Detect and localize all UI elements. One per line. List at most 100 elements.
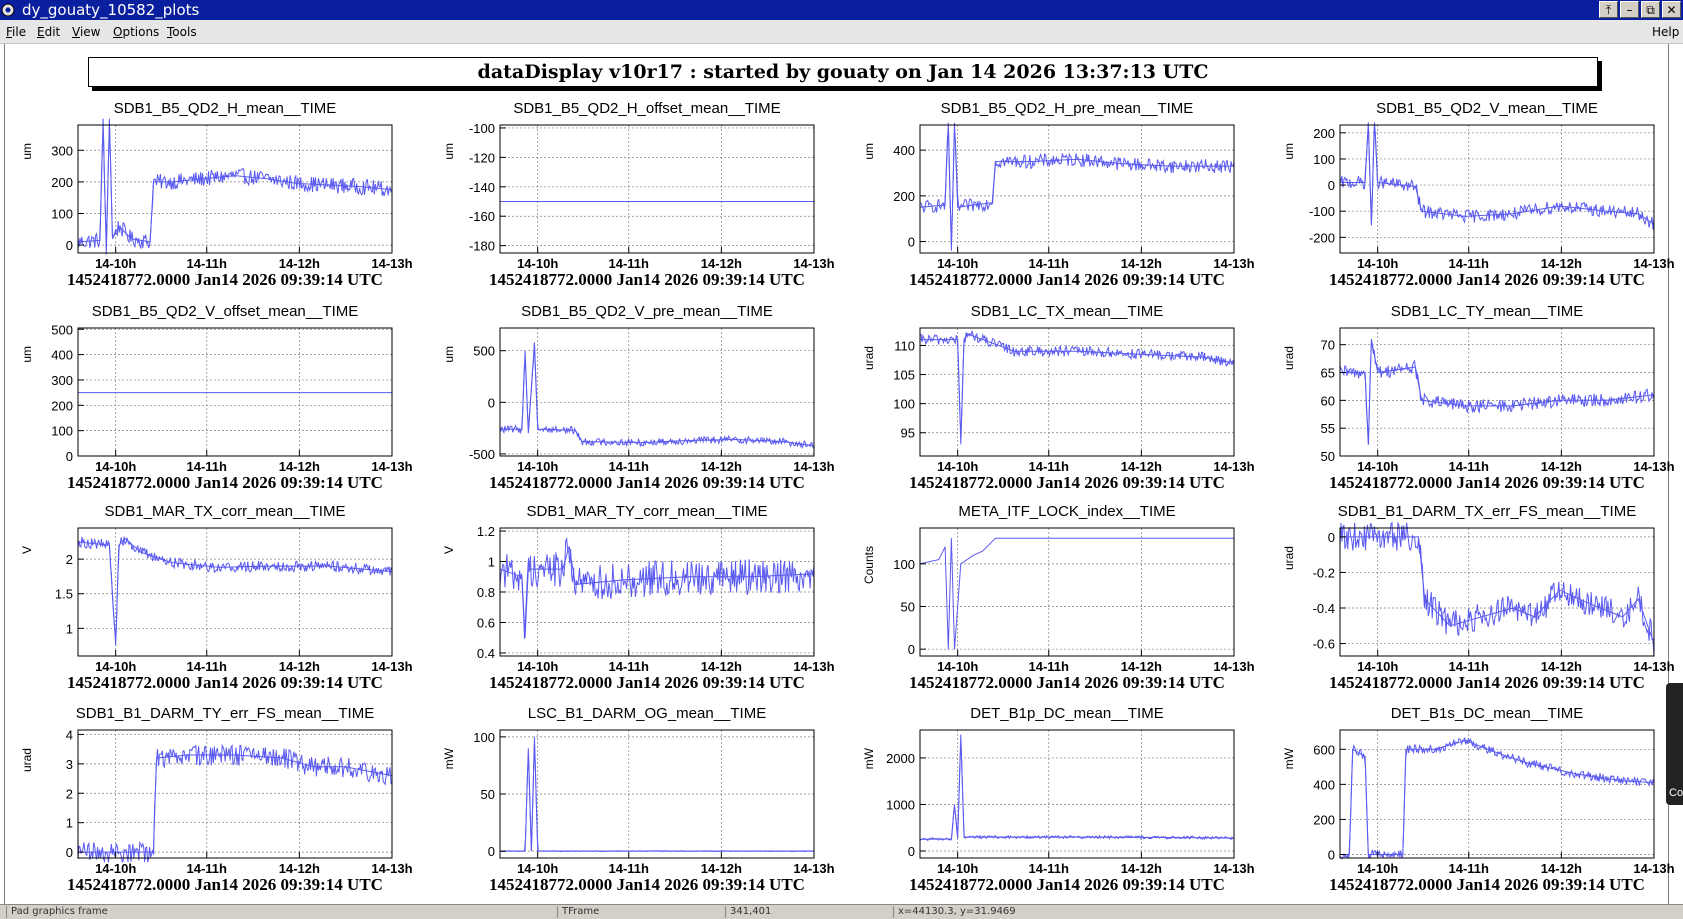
plot-panel[interactable]: SDB1_MAR_TY_corr_mean__TIME 0.4 0.6 0.8 1 1.2…: [437, 503, 857, 705]
plot-panel[interactable]: DET_B1p_DC_mean__TIME 0 1000 2000 14-10h 14-1…: [857, 705, 1277, 907]
plot-frame: [1339, 729, 1655, 859]
plot-panel[interactable]: SDB1_MAR_TX_corr_mean__TIME 1 1.5 2 14-10h 14…: [15, 503, 435, 705]
plot-title: DET_B1p_DC_mean__TIME: [970, 705, 1164, 722]
menu-help[interactable]: Help: [1652, 25, 1680, 39]
plot-panel[interactable]: META_ITF_LOCK_index__TIME 0 50 100 14-10h 14-…: [857, 503, 1277, 705]
menu-edit-mnemonic: E: [37, 25, 45, 39]
keep-above-button[interactable]: ⤒: [1599, 1, 1618, 18]
y-tick-label: -160: [469, 209, 495, 224]
plot-svg[interactable]: 50 55 60 65 70 14-10h 14-11h 14-12h 14-13h urad: [1277, 303, 1683, 471]
plot-svg[interactable]: -500 0 500 14-10h 14-11h 14-12h 14-13h um: [437, 303, 857, 471]
y-tick-label: 2: [66, 552, 73, 567]
plot-svg[interactable]: 0 200 400 14-10h 14-11h 14-12h 14-13h um: [857, 100, 1277, 268]
plot-panel[interactable]: SDB1_B5_QD2_V_offset_mean__TIME 0 100 200 30…: [15, 303, 435, 505]
menu-tools[interactable]: Tools: [167, 25, 197, 39]
menu-options[interactable]: Options: [113, 25, 159, 39]
y-tick-label: -120: [469, 150, 495, 165]
x-tick-label: 14-12h: [1121, 256, 1162, 268]
y-tick-label: 110: [894, 338, 915, 353]
series-outline: [1340, 739, 1655, 855]
app-icon: [1, 3, 15, 17]
series-outline: [78, 754, 393, 853]
y-tick-label: 200: [1313, 812, 1335, 827]
plot-panel[interactable]: SDB1_LC_TY_mean__TIME 50 55 60 65 70 14-10h 14-…: [1277, 303, 1683, 505]
plot-footer: 1452418772.0000 Jan14 2026 09:39:14 UTC: [489, 473, 805, 492]
x-tick-label: 14-13h: [1213, 659, 1254, 671]
minimize-button[interactable]: –: [1620, 1, 1639, 18]
series-outline: [500, 736, 814, 852]
y-tick-label: 400: [51, 348, 73, 363]
y-tick-label: 400: [1313, 777, 1335, 792]
menu-file[interactable]: File: [6, 25, 26, 39]
plot-frame: [919, 124, 1235, 254]
plot-frame: [77, 124, 393, 254]
y-tick-label: 50: [1321, 449, 1335, 464]
menu-view[interactable]: View: [72, 25, 100, 39]
x-tick-label: 14-13h: [793, 459, 834, 471]
plot-panel[interactable]: LSC_B1_DARM_OG_mean__TIME 0 50 100 14-10h 14-…: [437, 705, 857, 907]
x-tick-label: 14-11h: [186, 459, 227, 471]
plot-svg[interactable]: 1 1.5 2 14-10h 14-11h 14-12h 14-13h V: [15, 503, 435, 671]
plot-panel[interactable]: SDB1_B1_DARM_TX_err_FS_mean__TIME -0.6 -0.…: [1277, 503, 1683, 705]
x-tick-label: 14-12h: [279, 659, 320, 671]
y-tick-label: 0: [908, 235, 915, 250]
plot-panel[interactable]: DET_B1s_DC_mean__TIME 0 200 400 600 14-10h 14-…: [1277, 705, 1683, 907]
x-tick-label: 14-12h: [1541, 659, 1582, 671]
plot-svg[interactable]: -180 -160 -140 -120 -100 14-10h 14-11h 14-12h 14…: [437, 100, 857, 268]
plot-svg[interactable]: 0 1 2 3 4 14-10h 14-11h 14-12h 14-13h urad: [15, 705, 435, 873]
side-panel-tab[interactable]: Co: [1666, 683, 1683, 805]
plot-panel[interactable]: SDB1_B5_QD2_V_mean__TIME -200 -100 0 100 200 1…: [1277, 100, 1683, 302]
plot-frame: [919, 729, 1235, 859]
plot-panel[interactable]: SDB1_B5_QD2_H_pre_mean__TIME 0 200 400 14-10…: [857, 100, 1277, 302]
y-tick-label: 0.8: [477, 585, 495, 600]
x-tick-label: 14-11h: [608, 659, 649, 671]
plot-title: SDB1_LC_TY_mean__TIME: [1390, 303, 1584, 320]
y-tick-label: 100: [473, 730, 495, 745]
series-line: [919, 128, 1235, 245]
y-axis-label: um: [1282, 143, 1296, 160]
plot-svg[interactable]: 0 1000 2000 14-10h 14-11h 14-12h 14-13h mW: [857, 705, 1277, 873]
plot-title: DET_B1s_DC_mean__TIME: [1390, 705, 1584, 722]
plot-frame: [77, 729, 393, 859]
plot-svg[interactable]: 95 100 105 110 14-10h 14-11h 14-12h 14-13h urad: [857, 303, 1277, 471]
maximize-button[interactable]: ⧉: [1641, 1, 1660, 18]
plot-svg[interactable]: 0 100 200 300 14-10h 14-11h 14-12h 14-13h um: [15, 100, 435, 268]
plot-panel[interactable]: SDB1_LC_TX_mean__TIME 95 100 105 110 14-10h 14…: [857, 303, 1277, 505]
plot-title: SDB1_B5_QD2_H_offset_mean__TIME: [513, 100, 781, 117]
series-outline: [919, 734, 1235, 840]
status-object: Pad graphics frame: [6, 906, 559, 918]
plot-panel[interactable]: SDB1_B5_QD2_H_offset_mean__TIME -180 -160-…: [437, 100, 857, 302]
close-button[interactable]: ✕: [1662, 1, 1681, 18]
series-outline: [1340, 339, 1655, 445]
y-tick-label: 400: [893, 143, 915, 158]
x-tick-label: 14-12h: [279, 861, 320, 873]
plot-footer: 1452418772.0000 Jan14 2026 09:39:14 UTC: [489, 673, 805, 692]
x-tick-label: 14-13h: [1633, 861, 1674, 873]
menu-view-mnemonic: V: [72, 25, 80, 39]
x-tick-label: 14-10h: [1357, 861, 1398, 873]
plot-title: SDB1_B5_QD2_H_mean__TIME: [113, 100, 337, 117]
menu-edit[interactable]: Edit: [37, 25, 60, 39]
plot-svg[interactable]: 0 200 400 600 14-10h 14-11h 14-12h 14-13h mW: [1277, 705, 1683, 873]
x-tick-label: 14-11h: [186, 659, 227, 671]
plot-svg[interactable]: -0.6 -0.4 -0.2 0 14-10h 14-11h 14-12h 14-13h ura…: [1277, 503, 1683, 671]
y-tick-label: 100: [893, 397, 915, 412]
plot-svg[interactable]: 0 50 100 14-10h 14-11h 14-12h 14-13h Counts: [857, 503, 1277, 671]
y-axis-label: um: [442, 143, 456, 160]
y-tick-label: -100: [469, 121, 495, 136]
series-line: [499, 342, 815, 449]
plot-panel[interactable]: SDB1_B5_QD2_H_mean__TIME 0 100 200 300 14-10h…: [15, 100, 435, 302]
plot-panel[interactable]: SDB1_B1_DARM_TY_err_FS_mean__TIME 0 1 2 3 4 14…: [15, 705, 435, 907]
plot-svg[interactable]: -200 -100 0 100 200 14-10h 14-11h 14-12h 14-13h u…: [1277, 100, 1683, 268]
plot-panel[interactable]: SDB1_B5_QD2_V_pre_mean__TIME -500 0 500 14-1…: [437, 303, 857, 505]
plot-svg[interactable]: 0 50 100 14-10h 14-11h 14-12h 14-13h mW: [437, 705, 857, 873]
y-tick-label: 50: [901, 600, 915, 615]
y-tick-label: 65: [1321, 366, 1335, 381]
x-tick-label: 14-11h: [1028, 861, 1069, 873]
plot-svg[interactable]: 0.4 0.6 0.8 1 1.2 14-10h 14-11h 14-12h 14-13h V: [437, 503, 857, 671]
x-tick-label: 14-11h: [608, 459, 649, 471]
plot-frame: [1339, 327, 1655, 457]
menu-file-mnemonic: F: [6, 25, 13, 39]
plot-svg[interactable]: 0 100 200 300 400 500 14-10h 14-11h 14-12h 14-13h…: [15, 303, 435, 471]
plot-title: SDB1_B1_DARM_TY_err_FS_mean__TIME: [75, 705, 375, 722]
